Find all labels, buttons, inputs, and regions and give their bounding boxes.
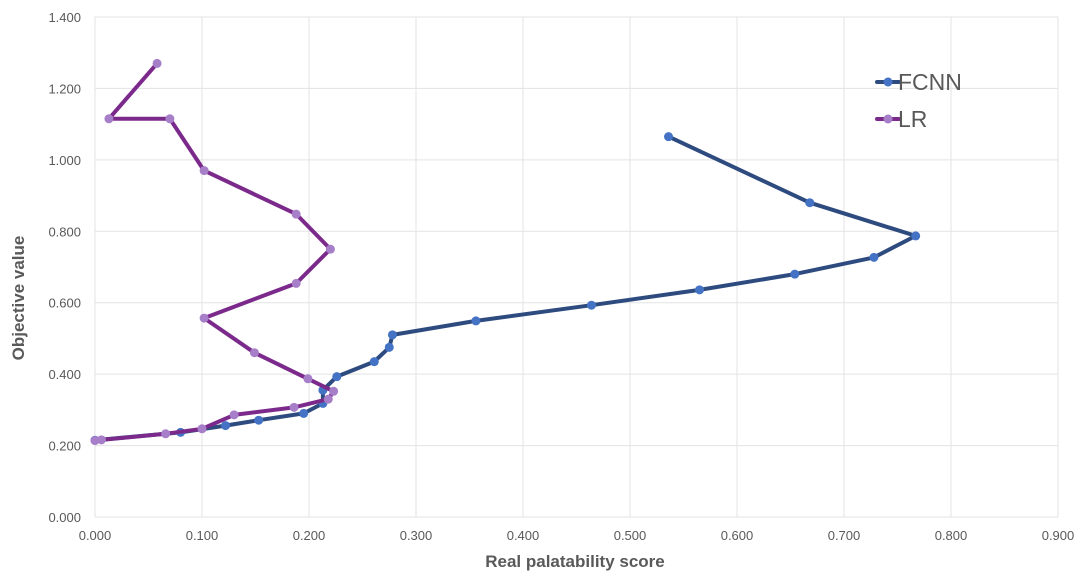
data-point-fcnn bbox=[254, 415, 264, 425]
data-point-fcnn bbox=[369, 357, 379, 367]
x-tick-label: 0.600 bbox=[721, 528, 754, 543]
y-tick-label: 0.400 bbox=[48, 367, 81, 382]
x-tick-label: 0.000 bbox=[79, 528, 112, 543]
data-point-lr bbox=[165, 114, 175, 124]
legend-marker-lr bbox=[883, 114, 893, 124]
data-point-fcnn bbox=[695, 285, 705, 295]
x-tick-label: 0.400 bbox=[507, 528, 540, 543]
data-point-fcnn bbox=[299, 408, 309, 418]
series-line-fcnn bbox=[93, 134, 918, 443]
data-point-fcnn bbox=[911, 231, 921, 241]
x-tick-label: 0.300 bbox=[400, 528, 433, 543]
series-line-lr bbox=[93, 61, 336, 443]
axis-ticks: 0.000 0.100 0.200 0.300 0.400 0.500 0.600 0.700… bbox=[48, 10, 1074, 543]
y-axis-title: Objective value bbox=[9, 236, 28, 361]
data-point-lr bbox=[199, 166, 209, 176]
data-point-lr bbox=[104, 114, 114, 124]
data-point-lr bbox=[249, 348, 259, 358]
data-point-fcnn bbox=[471, 316, 481, 326]
y-tick-label: 0.000 bbox=[48, 510, 81, 525]
data-point-lr bbox=[325, 244, 335, 254]
series-layer bbox=[90, 58, 921, 446]
data-point-lr bbox=[291, 278, 301, 288]
data-point-lr bbox=[197, 424, 207, 434]
data-point-lr bbox=[289, 402, 299, 412]
y-tick-label: 0.600 bbox=[48, 296, 81, 311]
data-point-lr bbox=[291, 209, 301, 219]
data-point-fcnn bbox=[387, 330, 397, 340]
data-point-lr bbox=[152, 58, 162, 68]
data-point-lr bbox=[323, 394, 333, 404]
legend-marker-fcnn bbox=[883, 77, 893, 87]
legend-label-fcnn: FCNN bbox=[898, 69, 962, 95]
data-point-lr bbox=[303, 374, 313, 384]
y-tick-label: 1.200 bbox=[48, 81, 81, 96]
legend-label-lr: LR bbox=[898, 106, 927, 132]
x-tick-label: 0.800 bbox=[935, 528, 968, 543]
data-point-lr bbox=[90, 436, 100, 446]
y-tick-label: 0.200 bbox=[48, 439, 81, 454]
data-point-lr bbox=[329, 386, 339, 396]
data-point-fcnn bbox=[805, 198, 815, 208]
y-tick-label: 1.000 bbox=[48, 153, 81, 168]
data-point-fcnn bbox=[869, 252, 879, 262]
data-point-fcnn bbox=[790, 269, 800, 279]
legend: FCNN LR bbox=[875, 69, 962, 132]
data-point-lr bbox=[229, 410, 239, 420]
data-point-fcnn bbox=[586, 300, 596, 310]
x-axis-title: Real palatability score bbox=[485, 552, 665, 571]
x-tick-label: 0.500 bbox=[614, 528, 647, 543]
x-tick-label: 0.700 bbox=[828, 528, 861, 543]
x-tick-label: 0.100 bbox=[186, 528, 219, 543]
data-point-fcnn bbox=[664, 132, 674, 142]
y-tick-label: 0.800 bbox=[48, 224, 81, 239]
data-point-fcnn bbox=[221, 421, 231, 431]
x-tick-label: 0.200 bbox=[293, 528, 326, 543]
data-point-lr bbox=[199, 313, 209, 323]
grid bbox=[94, 16, 1059, 518]
data-point-fcnn bbox=[332, 372, 342, 382]
data-point-lr bbox=[161, 429, 171, 439]
y-tick-label: 1.400 bbox=[48, 10, 81, 25]
data-point-fcnn bbox=[384, 342, 394, 352]
x-tick-label: 0.900 bbox=[1042, 528, 1075, 543]
